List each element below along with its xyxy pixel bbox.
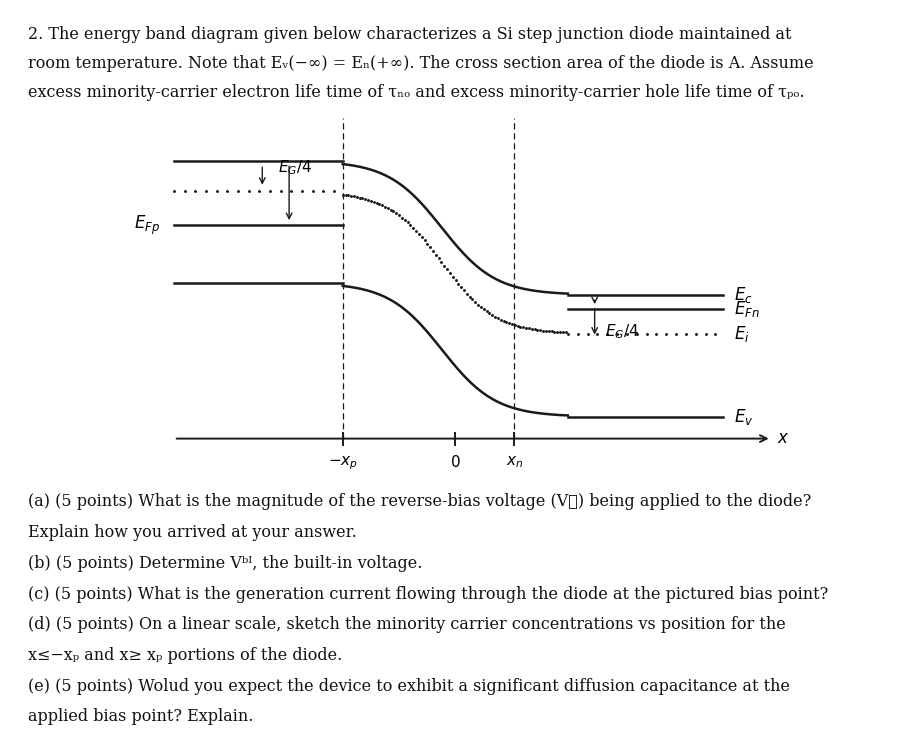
Text: $x_n$: $x_n$ <box>505 455 523 470</box>
Text: $0$: $0$ <box>450 455 460 471</box>
Text: x≤−xₚ and x≥ xₚ portions of the diode.: x≤−xₚ and x≥ xₚ portions of the diode. <box>28 647 342 664</box>
Text: (b) (5 points) Determine Vᵇᴵ, the built-in voltage.: (b) (5 points) Determine Vᵇᴵ, the built-… <box>28 555 422 572</box>
Text: $E_v$: $E_v$ <box>734 406 754 427</box>
Text: room temperature. Note that Eᵥ(−∞) = Eₙ(+∞). The cross section area of the diode: room temperature. Note that Eᵥ(−∞) = Eₙ(… <box>28 55 813 72</box>
Text: (d) (5 points) On a linear scale, sketch the minority carrier concentrations vs : (d) (5 points) On a linear scale, sketch… <box>28 616 786 633</box>
Text: 2. The energy band diagram given below characterizes a Si step junction diode ma: 2. The energy band diagram given below c… <box>28 26 791 42</box>
Text: $x$: $x$ <box>777 430 789 447</box>
Text: applied bias point? Explain.: applied bias point? Explain. <box>28 708 253 725</box>
Text: $-x_p$: $-x_p$ <box>328 455 357 472</box>
Text: Explain how you arrived at your answer.: Explain how you arrived at your answer. <box>28 524 357 541</box>
Text: (c) (5 points) What is the generation current flowing through the diode at the p: (c) (5 points) What is the generation cu… <box>28 586 828 602</box>
Text: $E_{Fp}$: $E_{Fp}$ <box>134 213 161 237</box>
Text: excess minority-carrier electron life time of τₙₒ and excess minority-carrier ho: excess minority-carrier electron life ti… <box>28 84 804 101</box>
Text: $E_G/4$: $E_G/4$ <box>278 158 312 177</box>
Text: (a) (5 points) What is the magnitude of the reverse-bias voltage (V⁁) being appl: (a) (5 points) What is the magnitude of … <box>28 493 811 510</box>
Text: (e) (5 points) Wolud you expect the device to exhibit a significant diffusion ca: (e) (5 points) Wolud you expect the devi… <box>28 678 789 694</box>
Text: $E_c$: $E_c$ <box>734 285 753 305</box>
Text: $E_G/4$: $E_G/4$ <box>606 322 640 341</box>
Text: $E_{Fn}$: $E_{Fn}$ <box>734 300 760 319</box>
Text: $E_i$: $E_i$ <box>734 324 750 344</box>
